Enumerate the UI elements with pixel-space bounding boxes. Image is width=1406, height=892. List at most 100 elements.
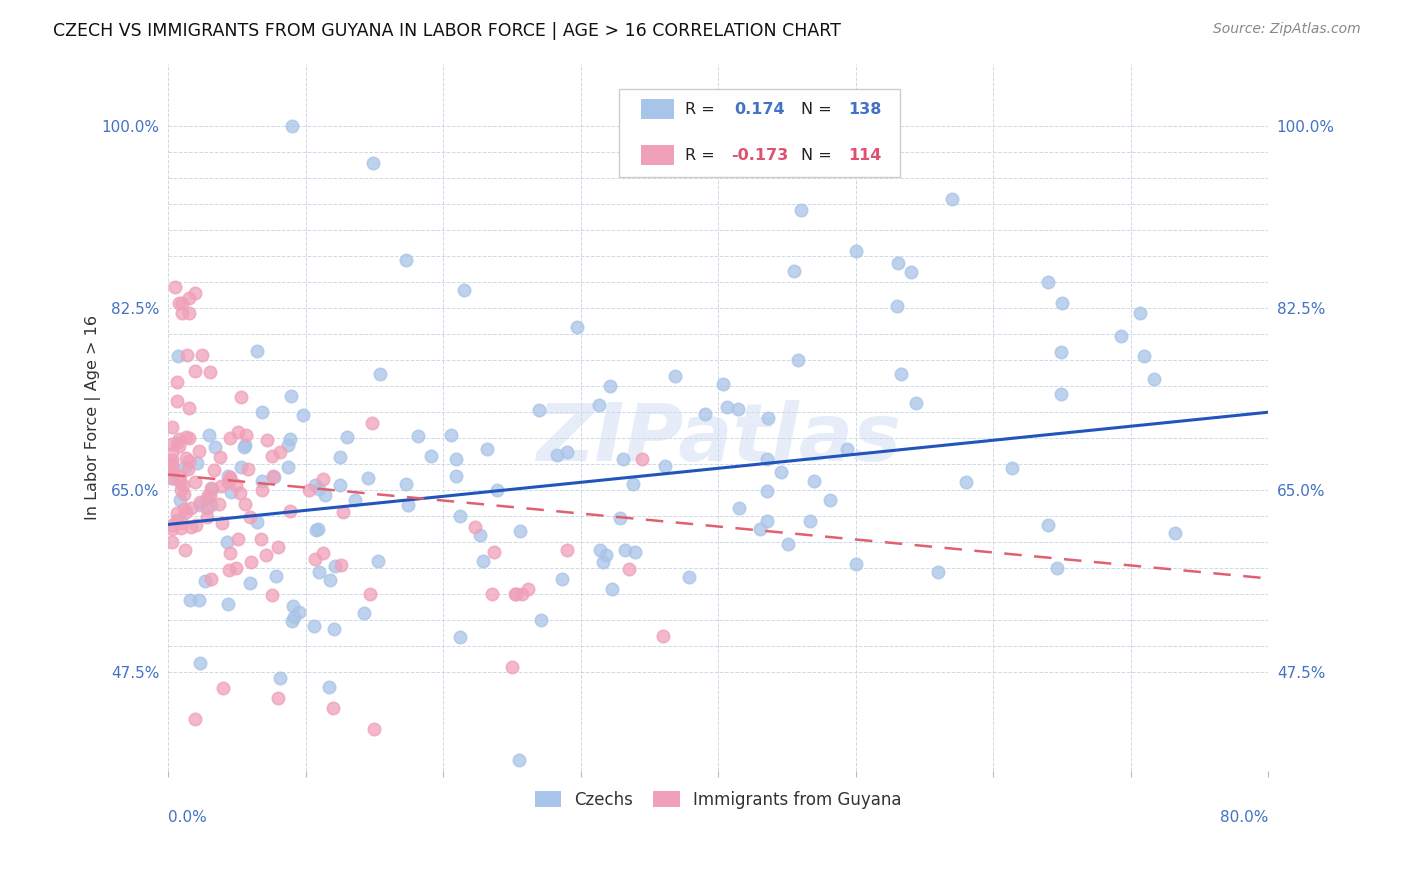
Point xyxy=(200,498,222,512)
FancyBboxPatch shape xyxy=(641,145,675,165)
Point xyxy=(184,712,207,726)
Point xyxy=(194,493,217,508)
Point xyxy=(756,410,779,425)
Point xyxy=(1143,372,1166,386)
Point xyxy=(215,534,238,549)
Point xyxy=(312,546,335,560)
Point xyxy=(170,483,193,497)
FancyBboxPatch shape xyxy=(619,89,900,178)
Point xyxy=(269,671,291,685)
Point xyxy=(1038,518,1060,533)
Point xyxy=(252,474,274,488)
Point xyxy=(280,389,302,403)
Text: R =: R = xyxy=(685,148,714,162)
Point xyxy=(367,554,389,568)
Point xyxy=(440,428,463,442)
Point xyxy=(408,429,430,443)
Point xyxy=(262,469,284,483)
Point xyxy=(174,542,197,557)
Point xyxy=(186,517,208,532)
Point xyxy=(246,515,269,529)
Point xyxy=(475,442,498,457)
Text: ZIPatlas: ZIPatlas xyxy=(536,400,901,477)
Point xyxy=(304,478,326,492)
Point xyxy=(527,403,550,417)
Point xyxy=(318,680,340,694)
Point xyxy=(308,565,330,579)
Point xyxy=(1164,526,1187,541)
Point xyxy=(195,501,218,516)
Point xyxy=(233,497,256,511)
Point xyxy=(395,476,418,491)
Point xyxy=(200,481,222,495)
Point xyxy=(322,622,344,636)
Point xyxy=(281,614,304,628)
Point xyxy=(308,482,330,496)
Point xyxy=(218,469,240,483)
Point xyxy=(174,505,197,519)
Point xyxy=(267,540,290,554)
Point xyxy=(186,457,208,471)
Point xyxy=(512,587,534,601)
Text: 0.174: 0.174 xyxy=(735,102,786,117)
Point xyxy=(398,498,420,512)
Point xyxy=(184,364,207,378)
Point xyxy=(278,433,301,447)
Point xyxy=(955,475,977,489)
Point xyxy=(219,472,242,486)
Point xyxy=(239,509,262,524)
Point xyxy=(231,390,253,404)
Point xyxy=(508,753,530,767)
Point xyxy=(197,488,219,502)
Point xyxy=(160,471,183,485)
Text: N =: N = xyxy=(801,148,831,162)
Point xyxy=(166,513,188,527)
Point xyxy=(217,469,239,483)
Point xyxy=(267,690,290,705)
Point xyxy=(217,598,239,612)
Point xyxy=(218,546,240,560)
Point xyxy=(652,629,675,643)
Point xyxy=(727,401,749,416)
Point xyxy=(678,570,700,584)
Point xyxy=(166,435,188,450)
Point xyxy=(292,408,315,422)
Point xyxy=(727,500,749,515)
Point xyxy=(517,582,540,596)
Point xyxy=(254,548,277,562)
Point xyxy=(177,291,200,305)
Point xyxy=(212,681,235,695)
Point xyxy=(1109,329,1132,343)
Point xyxy=(177,306,200,320)
Point xyxy=(803,474,825,488)
Point xyxy=(1049,387,1071,401)
Point xyxy=(329,477,352,491)
Point xyxy=(198,489,221,503)
Point xyxy=(756,452,779,467)
Point xyxy=(1038,275,1060,289)
Point xyxy=(170,306,193,320)
Point xyxy=(592,555,614,569)
Point xyxy=(509,524,531,538)
Point xyxy=(277,459,299,474)
Point xyxy=(166,349,188,363)
Point xyxy=(311,472,333,486)
Point xyxy=(252,483,274,497)
Point xyxy=(654,459,676,474)
Point xyxy=(505,587,527,601)
Point xyxy=(163,280,186,294)
Point xyxy=(277,438,299,452)
Point xyxy=(190,348,212,362)
Text: -0.173: -0.173 xyxy=(731,148,789,162)
Point xyxy=(246,343,269,358)
Point xyxy=(287,605,309,619)
Point xyxy=(176,348,198,362)
Point xyxy=(166,376,188,390)
Point xyxy=(756,484,779,499)
Point xyxy=(167,296,190,310)
Point xyxy=(329,558,352,573)
Point xyxy=(927,565,949,579)
Point xyxy=(357,471,380,485)
Point xyxy=(228,425,250,439)
Point xyxy=(588,543,610,558)
